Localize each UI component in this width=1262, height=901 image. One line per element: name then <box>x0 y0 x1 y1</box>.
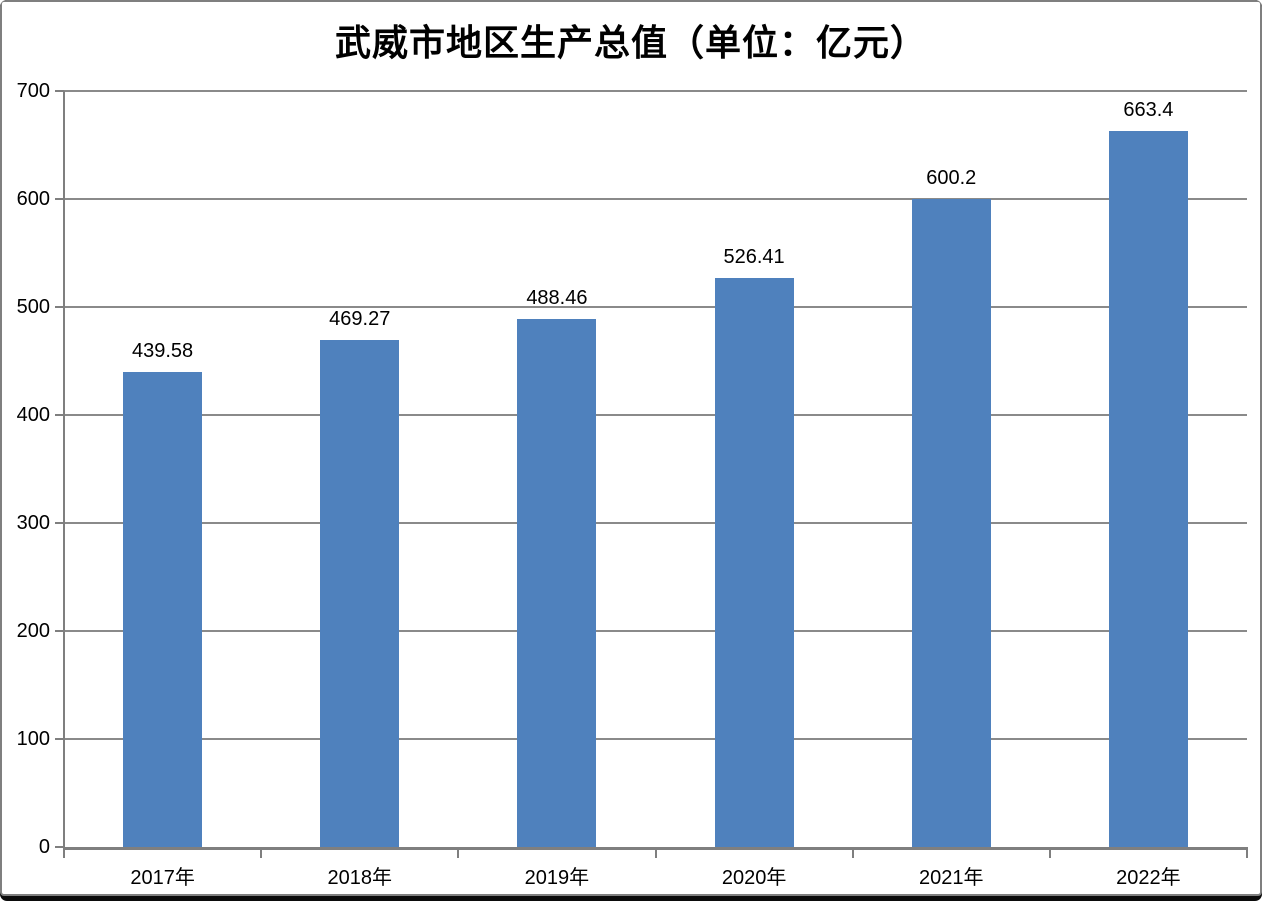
x-axis-tick <box>457 849 460 858</box>
y-gridline <box>64 414 1247 416</box>
y-gridline <box>64 738 1247 740</box>
x-axis-tick <box>1246 849 1248 858</box>
y-axis-tick-label: 100 <box>16 728 50 750</box>
y-axis-tick-label: 500 <box>16 296 50 318</box>
data-label-2022年: 663.4 <box>1123 98 1174 121</box>
x-axis-label-2022年: 2022年 <box>1116 867 1181 889</box>
bar-2017年 <box>123 372 203 847</box>
y-gridline <box>64 90 1247 92</box>
x-axis-label-2018年: 2018年 <box>327 867 392 889</box>
data-label-2019年: 488.46 <box>526 287 588 310</box>
x-axis-label-2017年: 2017年 <box>130 867 195 889</box>
bar-2018年 <box>320 340 400 847</box>
bar-2020年 <box>714 278 794 847</box>
y-axis-tick-label: 0 <box>38 836 50 858</box>
x-axis-line <box>63 847 1248 850</box>
y-gridline <box>64 630 1247 632</box>
y-axis-tick <box>55 522 64 524</box>
bar-2019年 <box>517 319 597 847</box>
x-axis-tick <box>260 849 263 858</box>
y-axis-tick <box>55 846 64 848</box>
y-gridline <box>64 522 1247 524</box>
data-label-2020年: 526.41 <box>723 246 785 269</box>
x-axis-tick <box>1048 849 1051 858</box>
y-axis-tick-label: 600 <box>16 188 50 210</box>
y-gridline <box>64 198 1247 200</box>
bar-2022年 <box>1108 130 1188 847</box>
y-axis-tick-label: 700 <box>16 80 50 102</box>
data-label-2021年: 600.2 <box>926 166 977 189</box>
x-axis-label-2020年: 2020年 <box>721 867 787 889</box>
y-axis-tick-label: 400 <box>16 404 50 426</box>
data-label-2018年: 469.27 <box>329 308 391 331</box>
data-label-2017年: 439.58 <box>131 340 194 363</box>
y-axis-tick <box>55 90 64 92</box>
x-axis-tick <box>63 849 65 858</box>
y-axis-tick-label: 200 <box>16 620 50 642</box>
x-axis-label-2019年: 2019年 <box>524 867 590 889</box>
bar-2021年 <box>911 198 991 847</box>
y-axis-line <box>63 91 65 850</box>
chart-title: 武威市地区生产总值（单位：亿元） <box>334 23 927 63</box>
y-axis-tick <box>55 630 64 632</box>
x-axis-tick <box>654 849 657 858</box>
y-axis-tick <box>55 198 64 200</box>
y-axis-tick <box>55 306 64 308</box>
y-axis-tick <box>55 738 64 740</box>
x-axis-tick <box>851 849 854 858</box>
y-gridline <box>64 306 1247 308</box>
y-axis-tick <box>55 414 64 416</box>
y-axis-tick-label: 300 <box>16 512 50 534</box>
x-axis-label-2021年: 2021年 <box>918 867 984 889</box>
